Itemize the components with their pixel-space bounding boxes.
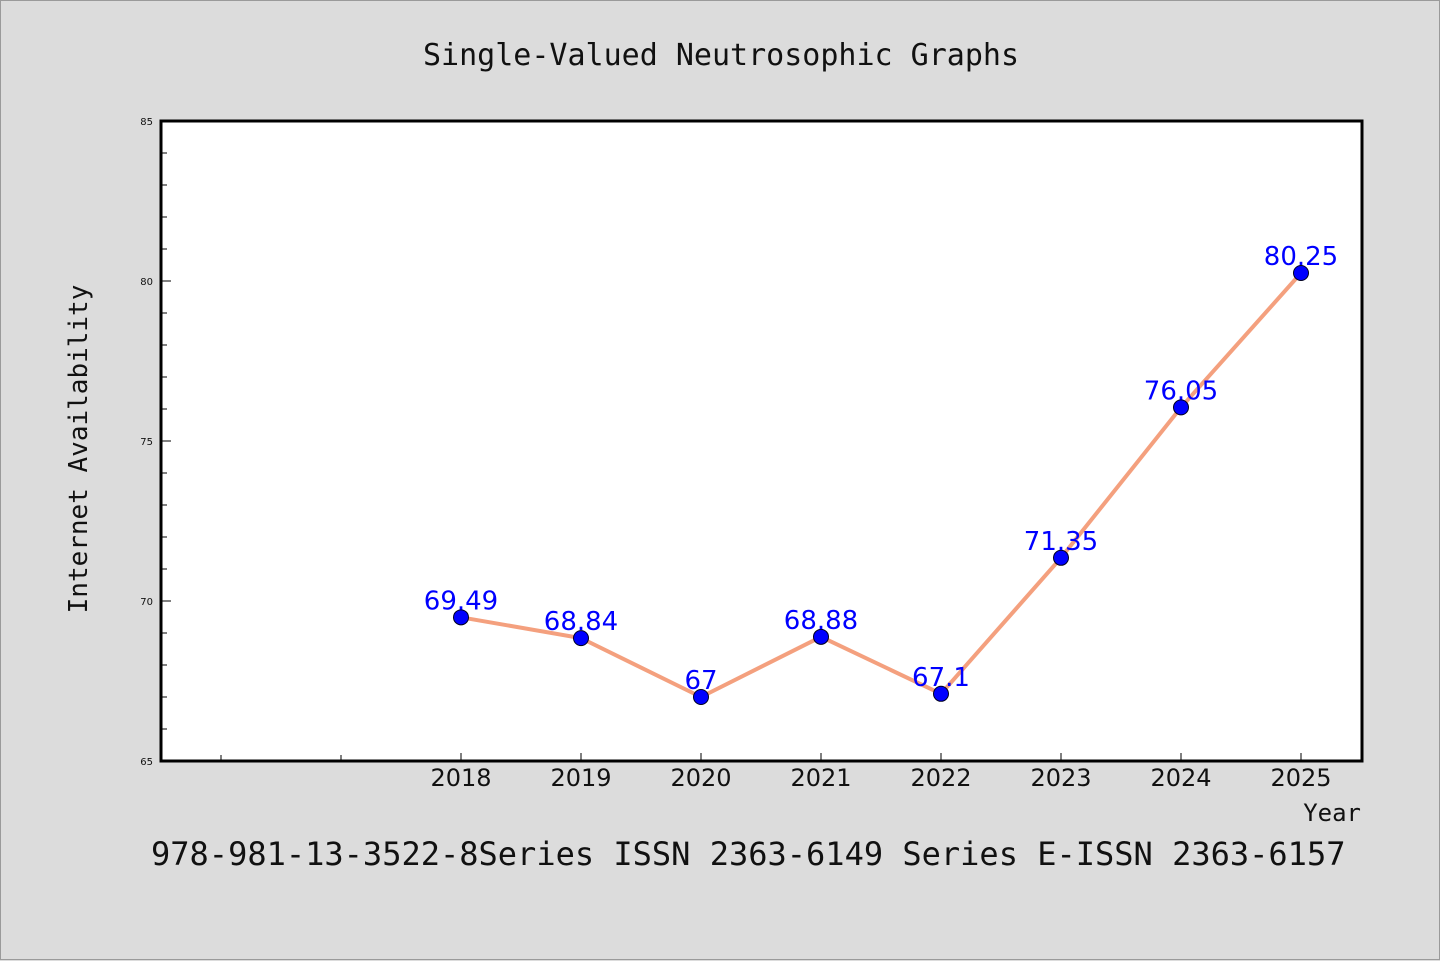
y-tick-label: 70	[140, 597, 153, 608]
data-label: 68.88	[784, 606, 858, 636]
data-label: 67.1	[912, 663, 970, 693]
x-tick-label: 2023	[1030, 764, 1091, 792]
data-label: 67	[684, 666, 717, 696]
chart-title: Single-Valued Neutrosophic Graphs	[423, 38, 1019, 73]
x-tick-label: 2020	[670, 764, 731, 792]
data-label: 76.05	[1144, 376, 1218, 406]
y-axis: 65 70 75 80 85	[140, 117, 171, 768]
footer-isbn-text: 978-981-13-3522-8Series ISSN 2363-6149 S…	[151, 835, 1345, 873]
y-tick-label: 80	[140, 277, 153, 288]
x-axis-label: Year	[1303, 799, 1361, 827]
data-label: 69.49	[424, 586, 498, 616]
data-point-marker	[1173, 399, 1189, 416]
data-point-marker	[453, 609, 469, 626]
x-tick-label: 2022	[910, 764, 971, 792]
data-point-marker	[933, 685, 949, 702]
x-tick-label: 2024	[1150, 764, 1211, 792]
data-point-marker	[573, 630, 589, 647]
x-tick-label: 2019	[550, 764, 611, 792]
plot-area	[159, 119, 1364, 763]
data-point-marker	[1293, 265, 1309, 281]
y-tick-label: 75	[140, 437, 153, 448]
data-point-marker	[693, 689, 709, 705]
series-line	[460, 271, 1303, 699]
series-line-group: 69.49 68.84 67 68.88 67.1 71.35 76.05 80.25	[424, 242, 1338, 705]
x-axis: 2018 2019 2020 2021 2022 2023 2024 2025	[220, 753, 1332, 792]
x-tick-label: 2025	[1270, 764, 1331, 792]
x-tick-label: 2018	[430, 764, 491, 792]
x-tick-label: 2021	[790, 764, 851, 792]
data-point-marker	[1053, 549, 1069, 566]
y-tick-label: 85	[140, 117, 153, 128]
y-tick-label: 65	[140, 757, 153, 768]
data-label: 71.35	[1024, 527, 1098, 557]
data-point-marker	[813, 628, 829, 645]
y-axis-label: Internet Availability	[64, 285, 94, 614]
data-label: 80.25	[1264, 242, 1338, 272]
data-label: 68.84	[544, 607, 618, 637]
